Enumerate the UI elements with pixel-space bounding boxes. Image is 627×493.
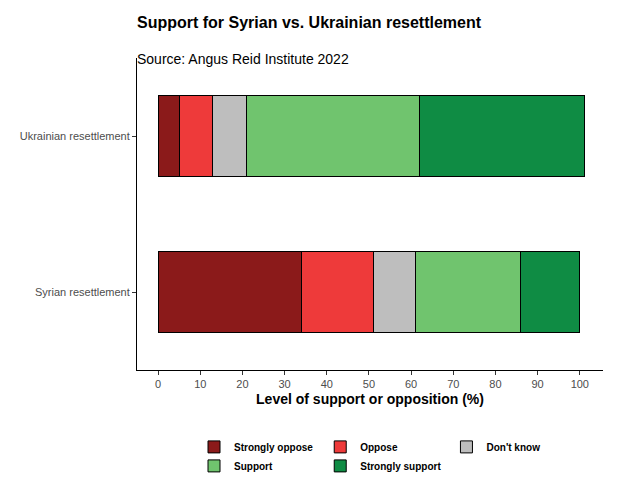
svg-text:Syrian resettlement: Syrian resettlement bbox=[35, 286, 130, 298]
svg-text:Source: Angus Reid Institute 2: Source: Angus Reid Institute 2022 bbox=[137, 51, 349, 67]
svg-text:Ukrainian resettlement: Ukrainian resettlement bbox=[20, 130, 130, 142]
svg-text:20: 20 bbox=[236, 378, 248, 390]
svg-text:0: 0 bbox=[155, 378, 161, 390]
svg-text:50: 50 bbox=[363, 378, 375, 390]
svg-text:90: 90 bbox=[532, 378, 544, 390]
svg-text:40: 40 bbox=[321, 378, 333, 390]
svg-text:Support: Support bbox=[234, 461, 273, 472]
svg-text:80: 80 bbox=[489, 378, 501, 390]
svg-text:Oppose: Oppose bbox=[360, 442, 398, 453]
svg-text:Don't know: Don't know bbox=[486, 442, 540, 453]
svg-text:30: 30 bbox=[278, 378, 290, 390]
svg-text:Support for Syrian vs. Ukraini: Support for Syrian vs. Ukrainian resettl… bbox=[137, 14, 482, 31]
svg-text:70: 70 bbox=[447, 378, 459, 390]
svg-text:Strongly oppose: Strongly oppose bbox=[234, 442, 313, 453]
svg-text:Strongly support: Strongly support bbox=[360, 461, 441, 472]
svg-text:100: 100 bbox=[571, 378, 589, 390]
svg-text:10: 10 bbox=[194, 378, 206, 390]
svg-text:60: 60 bbox=[405, 378, 417, 390]
svg-text:Level of support or opposition: Level of support or opposition (%) bbox=[256, 391, 484, 407]
